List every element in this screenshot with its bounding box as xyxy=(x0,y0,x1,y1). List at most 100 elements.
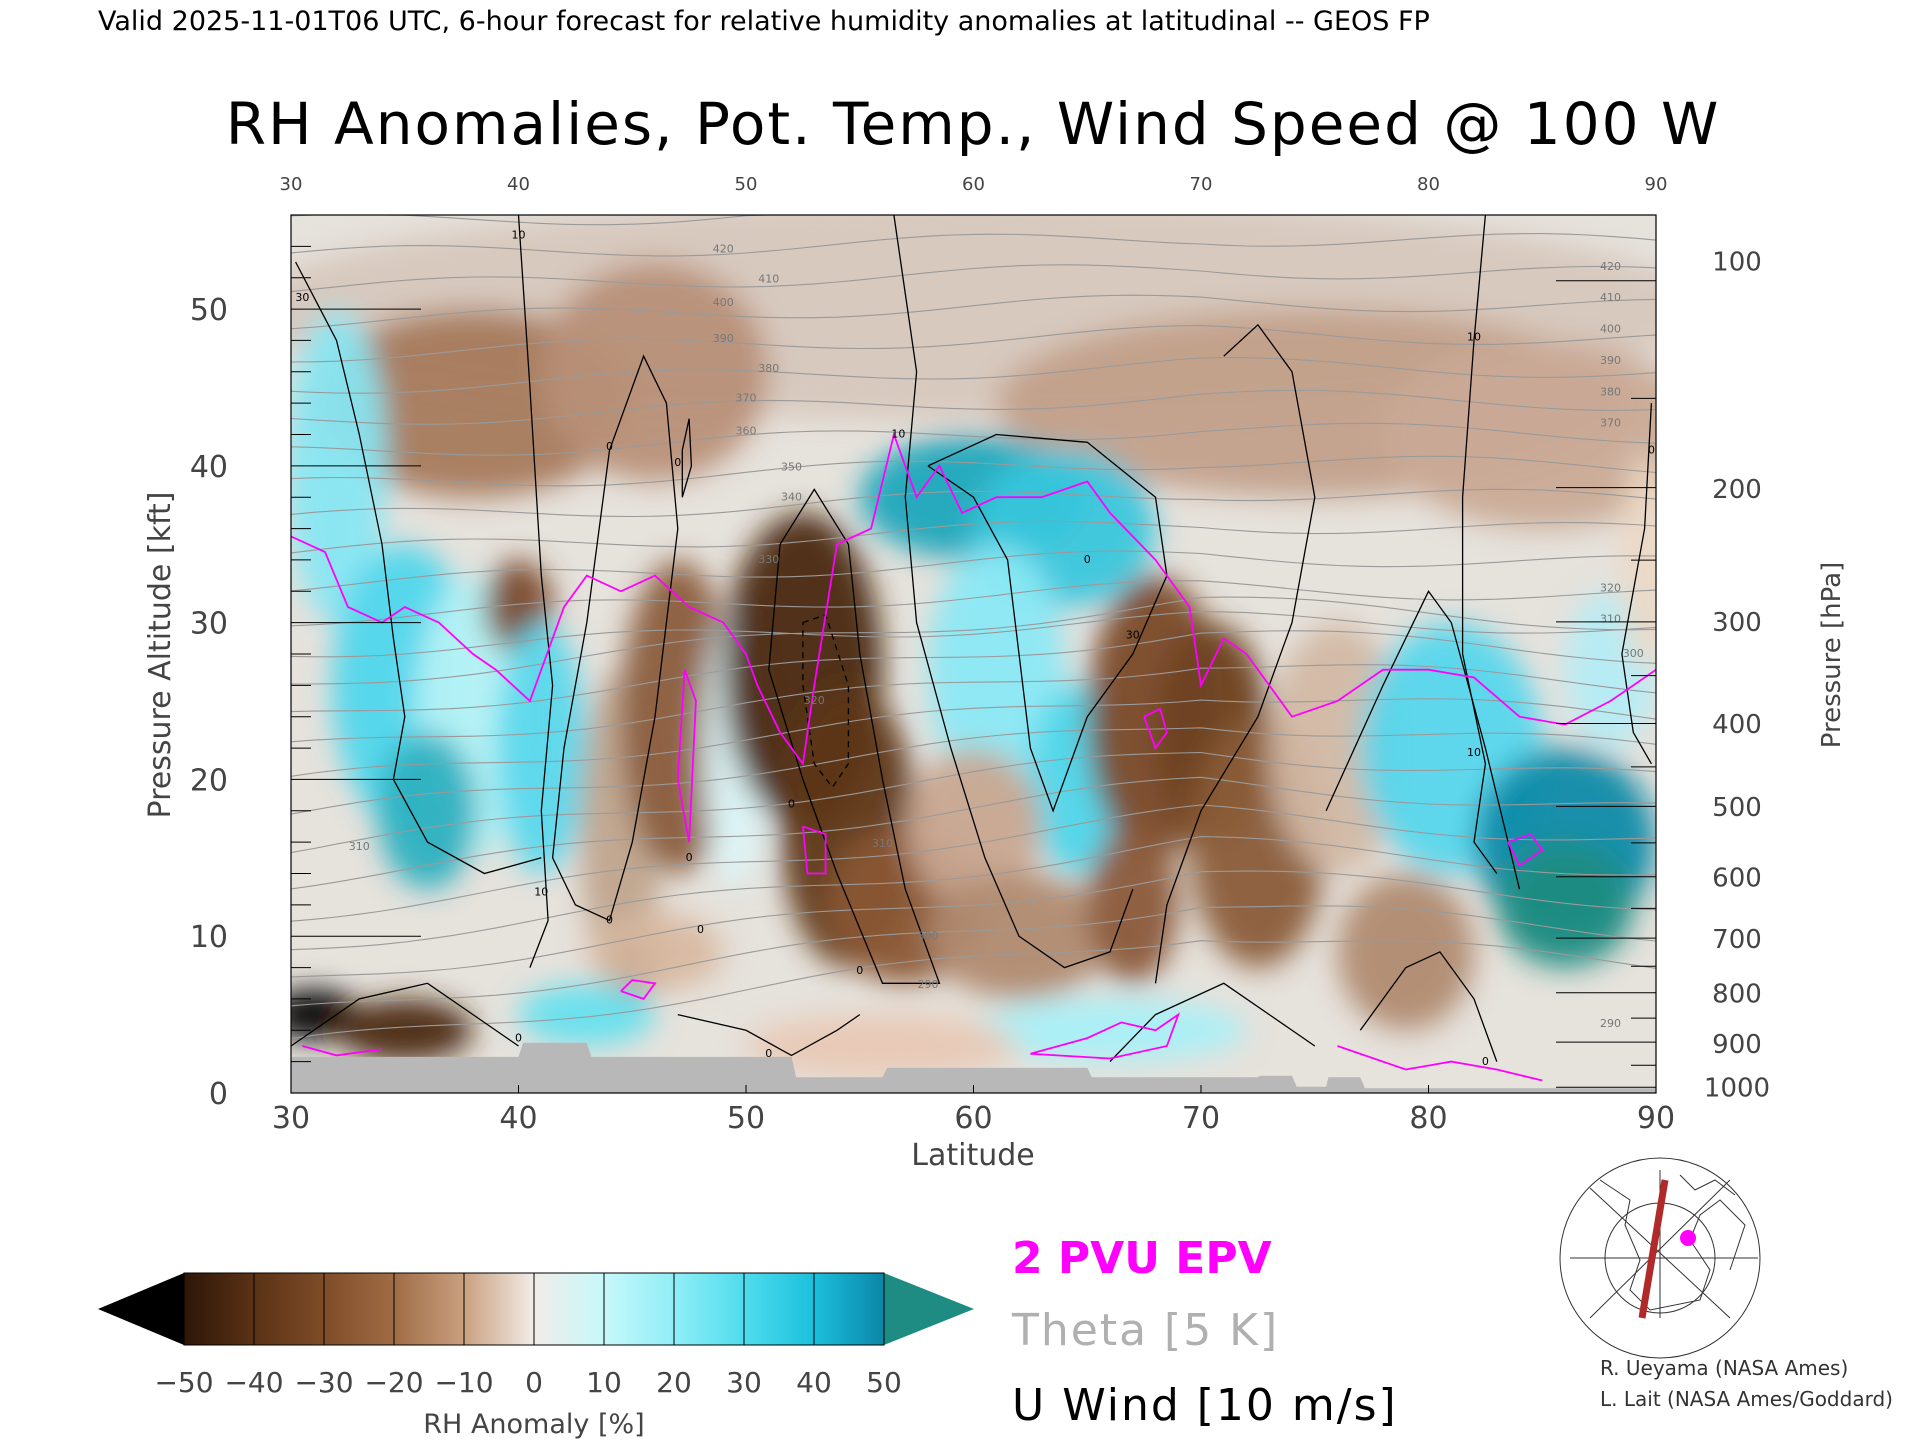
colorbar-label: RH Anomaly [%] xyxy=(423,1409,644,1440)
theta-contour xyxy=(291,905,1656,1007)
theta-contour xyxy=(291,422,1656,456)
theta-contour xyxy=(291,580,1656,627)
theta-label: 390 xyxy=(713,332,734,345)
x-tick-label: 30 xyxy=(272,1101,310,1136)
theta-label: 290 xyxy=(918,978,939,991)
rh-blob xyxy=(1087,826,1179,984)
u-wind-label: 10 xyxy=(891,428,905,441)
u-wind-contour xyxy=(295,261,542,875)
rh-blob xyxy=(905,748,1042,905)
pressure-tick-label: 800 xyxy=(1712,980,1762,1010)
u-wind-label: 0 xyxy=(686,851,693,864)
y-tick-label: 10 xyxy=(190,920,228,955)
theta-contour xyxy=(291,550,1656,592)
main-title: RH Anomalies, Pot. Temp., Wind Speed @ 1… xyxy=(226,90,1721,158)
x-tick-label: 40 xyxy=(499,1101,537,1136)
theta-label: 310 xyxy=(872,837,893,850)
theta-contour xyxy=(291,520,1656,554)
colorbar-tick-label: −50 xyxy=(154,1366,213,1399)
x-top-tick-label: 60 xyxy=(962,174,985,195)
epv-2pvu-contour xyxy=(291,431,1656,1082)
cross-section-line xyxy=(1638,1179,1669,1319)
epv-contour xyxy=(1030,1012,1181,1060)
theta-label: 370 xyxy=(736,392,757,405)
locator-dot xyxy=(1680,1230,1696,1246)
theta-contour xyxy=(291,389,1656,425)
theta-label: 370 xyxy=(1600,417,1621,430)
theta-contour xyxy=(291,611,1656,658)
colorbar-tick-label: 0 xyxy=(525,1366,543,1399)
theta-label: 340 xyxy=(781,490,802,503)
colorbar-tick-label: 10 xyxy=(586,1366,622,1399)
theta-labels: 4204104003903803703603503403303203103002… xyxy=(349,243,1644,1031)
u-wind-contour xyxy=(681,418,693,498)
u-wind-label: 0 xyxy=(515,1031,522,1044)
theta-contour xyxy=(291,324,1656,363)
u-wind-label: 0 xyxy=(765,1047,772,1060)
theta-label: 410 xyxy=(1600,291,1621,304)
u-wind-contour xyxy=(1359,951,1498,1062)
x-axis-bottom: 30 40 50 60 70 80 90 xyxy=(272,1101,1675,1136)
u-wind-contour xyxy=(1621,403,1653,765)
theta-label: 380 xyxy=(1600,385,1621,398)
pressure-tick-label: 900 xyxy=(1712,1030,1762,1060)
pressure-tick-label: 200 xyxy=(1712,475,1762,505)
u-wind-contour xyxy=(768,488,941,984)
colorbar-tick-label: 50 xyxy=(866,1366,902,1399)
pressure-tick-label: 500 xyxy=(1712,793,1762,823)
theta-label: 310 xyxy=(349,840,370,853)
theta-label: 380 xyxy=(758,362,779,375)
u-wind-label: 10 xyxy=(512,229,526,242)
theta-contour xyxy=(291,294,1656,330)
pressure-tick-label: 600 xyxy=(1712,864,1762,894)
ground-shape xyxy=(291,1042,1656,1093)
x-axis-top: 30 40 50 60 70 80 90 xyxy=(280,174,1668,195)
plot-area: 4204104003903803703603503403303203103002… xyxy=(290,214,1657,1094)
theta-label: 320 xyxy=(804,694,825,707)
epv-contour xyxy=(802,825,827,875)
u-wind-label: 10 xyxy=(1467,330,1481,343)
rh-blob xyxy=(336,998,473,1062)
u-wind-contour xyxy=(1109,982,1316,1063)
u-wind-contours xyxy=(291,215,1653,1063)
epv-contour xyxy=(291,431,1656,767)
theta-label: 290 xyxy=(1600,1017,1621,1030)
locator-map xyxy=(1559,1157,1761,1359)
x-top-tick-label: 30 xyxy=(280,174,303,195)
u-wind-label: 0 xyxy=(1482,1055,1489,1068)
colorbar-tick-label: 20 xyxy=(656,1366,692,1399)
theta-label: 300 xyxy=(1623,647,1644,660)
y-axis-label-left: Pressure Altitude [kft] xyxy=(143,492,178,819)
rh-blob xyxy=(1383,340,1656,529)
legend-wind: U Wind [10 m/s] xyxy=(1012,1380,1398,1431)
rh-blob xyxy=(586,912,724,992)
theta-contour xyxy=(291,751,1656,854)
u-wind-contour xyxy=(893,215,1134,969)
u-wind-contour xyxy=(551,354,679,922)
epv-contour xyxy=(1507,833,1544,868)
theta-contour xyxy=(291,727,1656,815)
x-tick-label: 60 xyxy=(954,1101,992,1136)
colorbar-frame xyxy=(183,1272,885,1346)
pressure-tick-label: 300 xyxy=(1712,608,1762,638)
rh-blob xyxy=(1337,873,1474,1031)
x-tick-label: 70 xyxy=(1182,1101,1220,1136)
theta-contour xyxy=(291,233,1656,257)
u-wind-contour xyxy=(517,215,554,968)
theta-label: 360 xyxy=(736,425,757,438)
colorbar-tick-label: −20 xyxy=(364,1366,423,1399)
x-top-tick-label: 90 xyxy=(1645,174,1668,195)
axis-ticks xyxy=(290,245,1657,1093)
credit-line-1: R. Ueyama (NASA Ames) xyxy=(1600,1356,1848,1380)
x-top-tick-label: 80 xyxy=(1417,174,1440,195)
u-wind-label: 0 xyxy=(697,923,704,936)
colorbar-tick-label: −40 xyxy=(224,1366,283,1399)
u-wind-label: 0 xyxy=(606,440,613,453)
rh-blob xyxy=(1496,842,1634,968)
theta-label: 310 xyxy=(1600,613,1621,626)
theta-label: 420 xyxy=(1600,260,1621,273)
x-top-tick-label: 40 xyxy=(507,174,530,195)
u-wind-label: 0 xyxy=(856,964,863,977)
